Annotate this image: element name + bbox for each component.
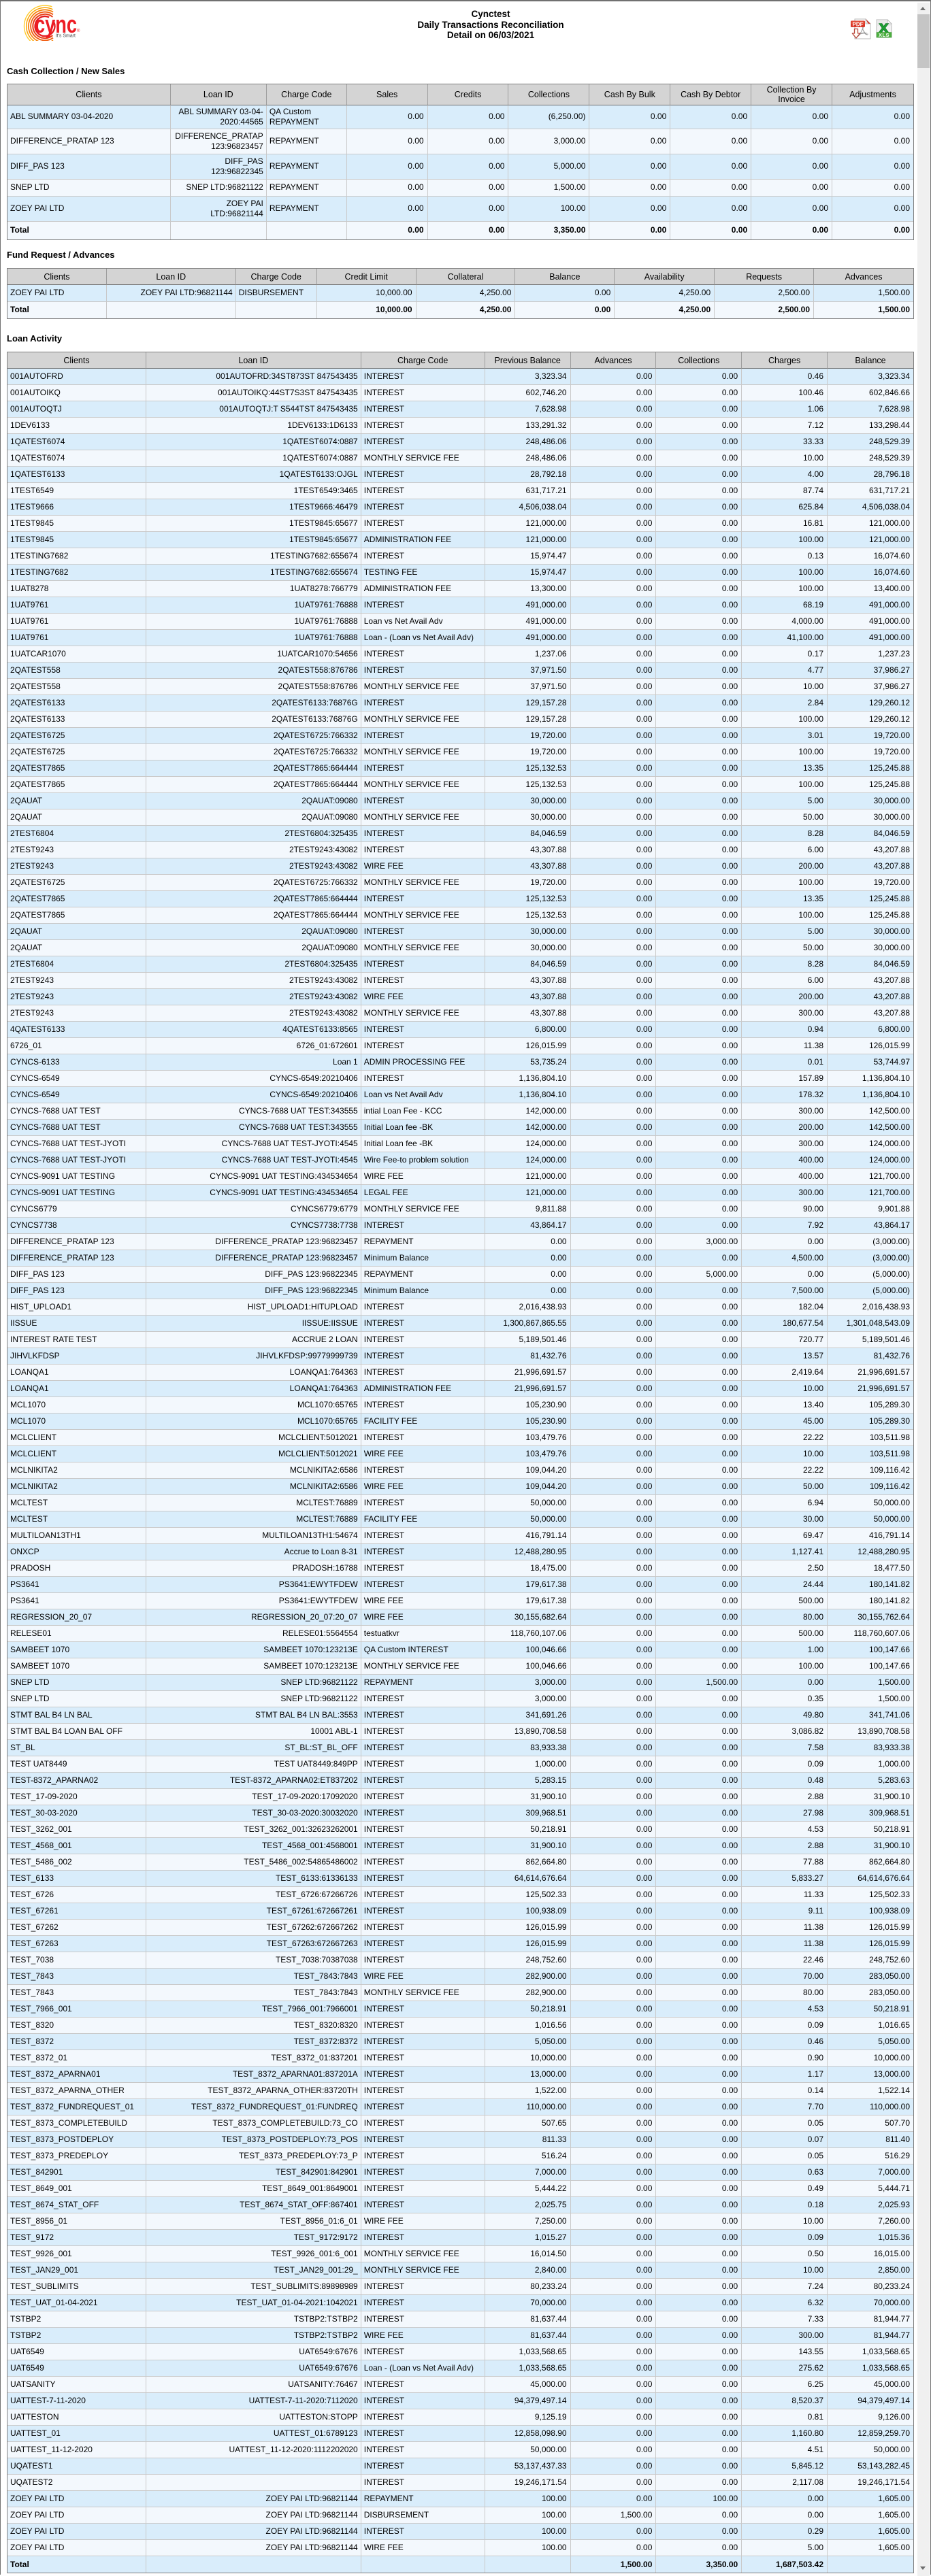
svg-text:®: ® bbox=[77, 29, 80, 33]
svg-text:PDF: PDF bbox=[853, 21, 864, 27]
svg-text:cync: cync bbox=[35, 10, 77, 38]
svg-text:XLS: XLS bbox=[879, 32, 889, 38]
svg-text:It's Smart: It's Smart bbox=[56, 34, 76, 39]
